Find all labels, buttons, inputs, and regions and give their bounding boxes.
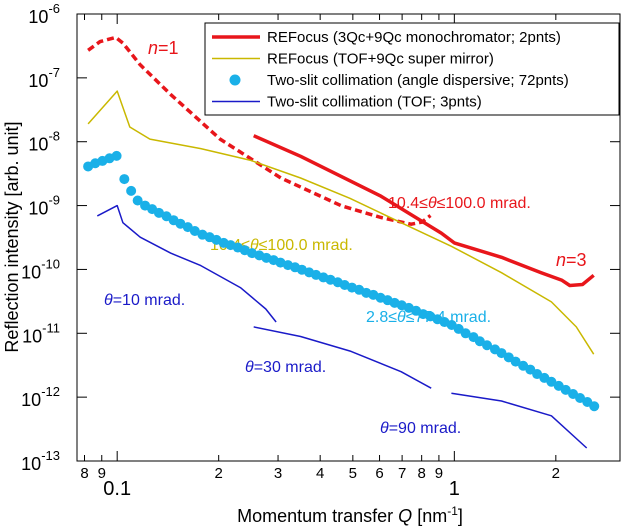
series-line [87, 35, 432, 226]
x-axis-label-text: Momentum transfer [237, 506, 398, 526]
annotation: θ=10 mrad. [104, 292, 185, 309]
data-point [510, 356, 521, 367]
series-line [96, 204, 588, 449]
y-tick-base: 10 [28, 199, 48, 219]
y-tick-base: 10 [28, 135, 48, 155]
y-tick-base: 10 [28, 7, 48, 27]
data-point [546, 376, 557, 387]
y-tick-label: 10-6 [28, 1, 60, 27]
legend-marker [229, 74, 241, 86]
x-tick-label: 0.1 [103, 478, 131, 500]
x-axis-label-sup: -1 [447, 504, 458, 518]
y-tick-label: 10-8 [28, 129, 60, 155]
x-tick-label: 5 [349, 465, 357, 482]
x-axis-label-unit: [nm [412, 506, 447, 526]
y-tick-exp: -9 [48, 193, 60, 208]
annotation: n=1 [148, 38, 179, 58]
x-tick-label: 8 [417, 465, 425, 482]
series-line [87, 90, 595, 355]
y-tick-base: 10 [21, 262, 41, 282]
data-point [126, 185, 137, 196]
data-point [153, 207, 164, 218]
data-point [111, 150, 122, 161]
legend-label: Two-slit collimation (angle dispersive; … [267, 72, 569, 89]
y-tick-exp: -7 [48, 65, 60, 80]
data-point [132, 195, 143, 206]
data-point [119, 174, 130, 185]
x-tick-label: 2 [215, 465, 223, 482]
y-tick-label: 10-13 [21, 448, 60, 474]
x-tick-label: 1 [449, 478, 460, 500]
data-point [482, 340, 493, 351]
legend-label: REFocus (TOF+9Qc super mirror) [267, 51, 494, 68]
y-tick-base: 10 [21, 454, 41, 474]
y-tick-base: 10 [21, 390, 41, 410]
y-axis-label: Reflection intensity [arb. unit] [2, 121, 22, 352]
legend-box [204, 22, 620, 116]
y-tick-exp: -12 [41, 384, 60, 399]
x-tick-label: 8 [80, 465, 88, 482]
x-tick-label: 6 [375, 465, 383, 482]
y-tick-label: 10-12 [21, 384, 60, 410]
x-tick-label: 9 [435, 465, 443, 482]
x-axis-label-symbol: Q [398, 506, 412, 526]
data-point [189, 225, 200, 236]
data-point [560, 384, 571, 395]
y-tick-label: 10-10 [21, 256, 60, 282]
series-line [252, 134, 595, 288]
y-tick-label: 10-9 [28, 193, 60, 219]
y-tick-base: 10 [22, 326, 42, 346]
x-tick-label: 3 [274, 465, 282, 482]
y-tick-exp: -8 [48, 129, 60, 144]
x-tick-label: 2 [552, 465, 560, 482]
x-tick-label: 4 [316, 465, 324, 482]
legend-label: REFocus (3Qc+9Qc monochromator; 2pnts) [267, 29, 561, 46]
data-point [460, 328, 471, 339]
x-axis-label: Momentum transfer Q [nm-1] [237, 504, 463, 526]
annotation: θ=30 mrad. [245, 359, 326, 376]
annotation: n=3 [556, 250, 587, 270]
x-axis-label-close: ] [458, 506, 463, 526]
annotation: 10.4≤θ≤100.0 mrad. [388, 195, 531, 212]
y-tick-exp: -6 [48, 1, 60, 16]
y-tick-exp: -11 [42, 320, 60, 335]
data-point [496, 348, 507, 359]
plot-frame [76, 13, 621, 462]
y-tick-label: 10-11 [22, 320, 60, 346]
y-tick-exp: -10 [41, 256, 60, 271]
y-tick-exp: -13 [41, 448, 60, 463]
legend-label: Two-slit collimation (TOF; 3pnts) [267, 94, 482, 111]
x-tick-label: 9 [98, 465, 106, 482]
x-tick-label: 7 [398, 465, 406, 482]
y-tick-base: 10 [28, 71, 48, 91]
annotation: θ=90 mrad. [380, 420, 461, 437]
y-tick-label: 10-7 [28, 65, 60, 91]
data-point [589, 401, 600, 412]
